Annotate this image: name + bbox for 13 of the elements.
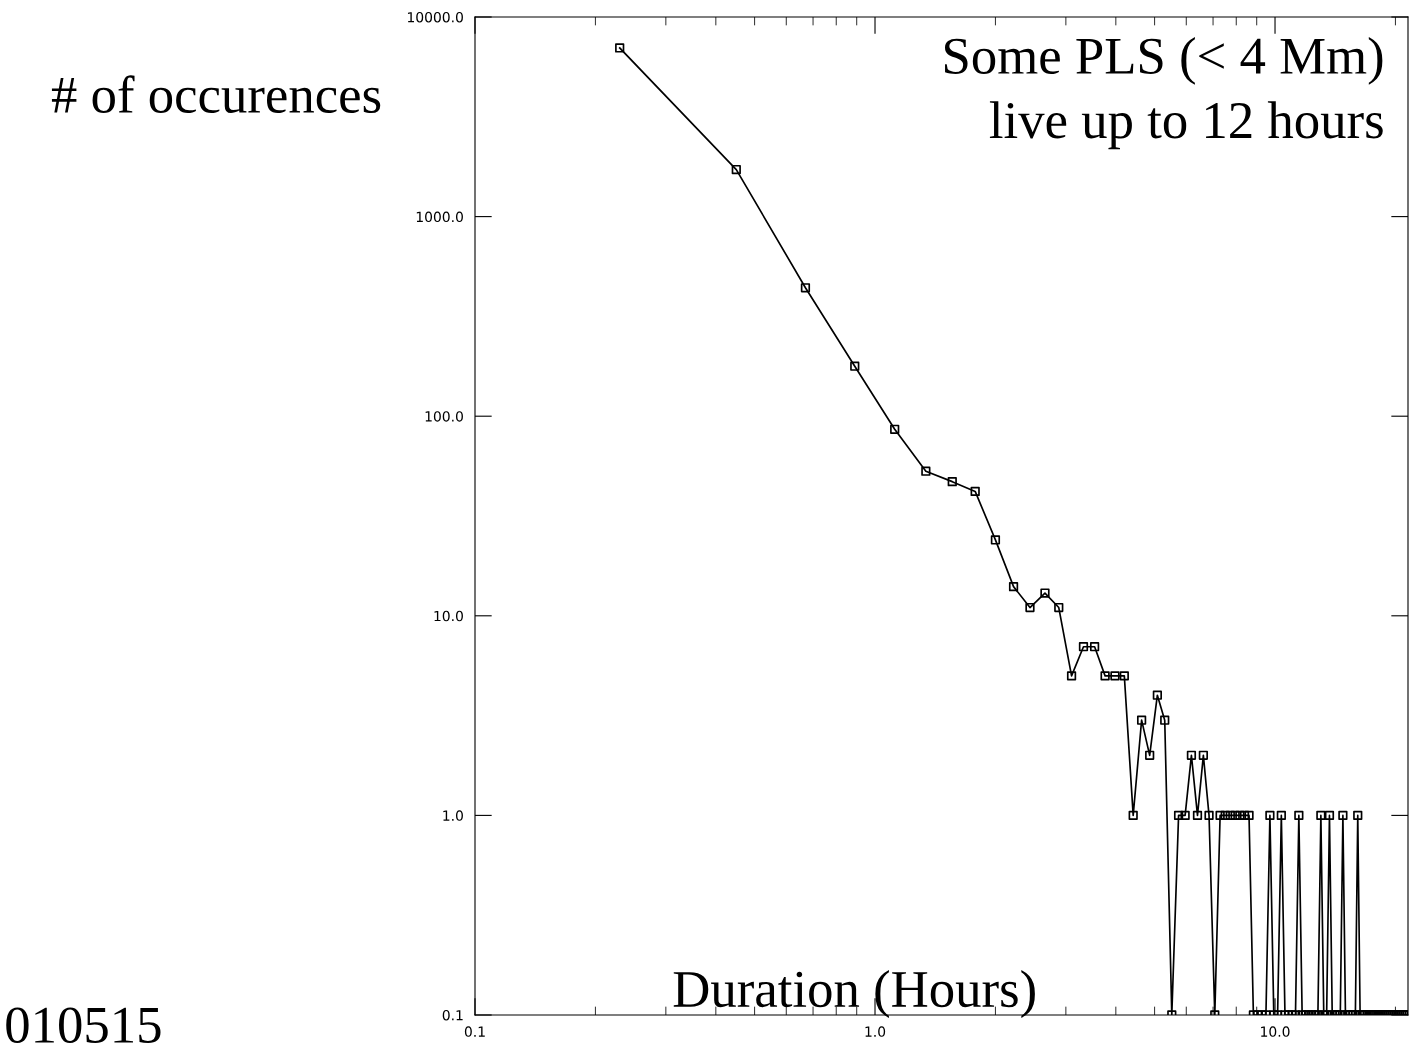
y-tick-label: 1.0 <box>443 810 463 821</box>
y-tick-label: 10.0 <box>434 610 463 622</box>
annotation: Some PLS (< 4 Mm) live up to 12 hours <box>944 36 1383 150</box>
x-tick-label: 1.0 <box>865 1026 886 1037</box>
y-tick-label: 1000.0 <box>416 211 463 223</box>
y-axis-title: # of occurences <box>51 75 381 114</box>
y-tick-label: 0.1 <box>442 1009 463 1021</box>
x-axis-title: Duration (Hours) <box>673 970 1035 1018</box>
y-tick-label: 10000.0 <box>407 11 463 23</box>
y-tick-label: 100.0 <box>425 411 463 422</box>
x-tick-label: 0.1 <box>464 1026 485 1037</box>
text: 010515 <box>6 1007 161 1044</box>
x-tick-label: 10.0 <box>1261 1026 1290 1037</box>
